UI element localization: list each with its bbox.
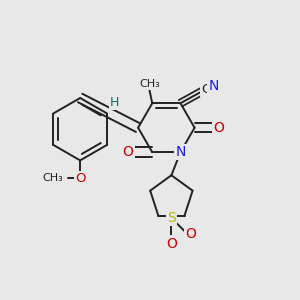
Text: C: C xyxy=(201,83,211,96)
Text: N: N xyxy=(208,79,219,93)
Text: S: S xyxy=(167,211,176,225)
Text: O: O xyxy=(213,121,224,135)
Text: O: O xyxy=(75,172,86,185)
Text: H: H xyxy=(110,96,119,109)
Text: CH₃: CH₃ xyxy=(139,79,160,89)
Text: O: O xyxy=(185,227,196,241)
Text: O: O xyxy=(166,236,177,250)
Text: CH₃: CH₃ xyxy=(42,173,63,183)
Text: O: O xyxy=(123,145,134,159)
Text: N: N xyxy=(175,145,186,159)
